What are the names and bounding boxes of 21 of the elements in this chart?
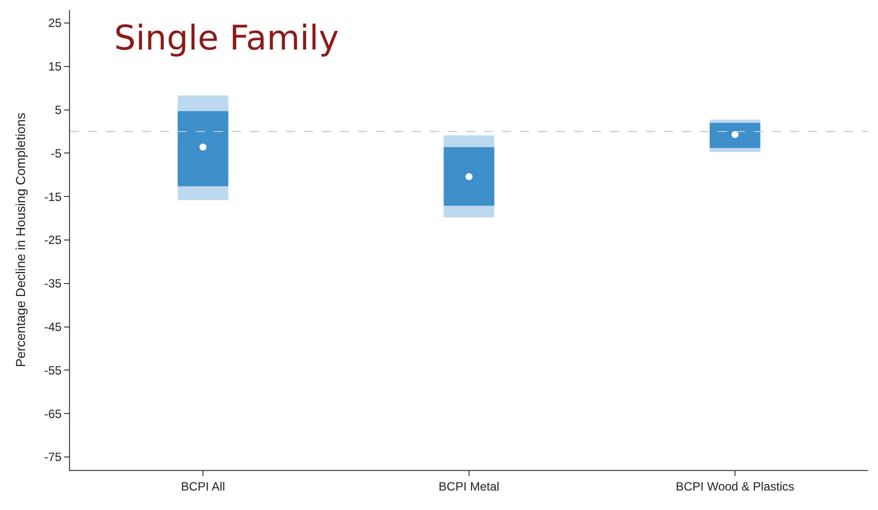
y-tick-label: 5 — [54, 103, 62, 118]
x-tick-label: BCPI All — [180, 479, 226, 494]
point — [732, 131, 738, 138]
y-tick-label: 25 — [48, 16, 62, 30]
y-axis-title: Percentage Decline in Housing Completions — [13, 112, 28, 368]
point — [200, 144, 206, 151]
y-tick-label: -15 — [44, 190, 62, 204]
bar — [178, 111, 228, 186]
x-tick-label: BCPI Metal — [438, 479, 500, 494]
x-tick-label: BCPI Wood & Plastics — [676, 479, 794, 494]
bar — [444, 147, 494, 206]
chart-title: Single Family — [114, 18, 339, 58]
y-tick-label: -75 — [44, 450, 62, 464]
y-tick-label: 15 — [48, 60, 62, 74]
y-tick-label: -5 — [50, 146, 62, 160]
y-tick-label: -25 — [44, 233, 62, 248]
y-tick-label: -45 — [44, 320, 62, 334]
point — [466, 173, 472, 180]
y-tick-label: -65 — [44, 406, 62, 421]
y-tick-label: -35 — [44, 276, 62, 291]
y-tick-label: -55 — [44, 363, 62, 378]
